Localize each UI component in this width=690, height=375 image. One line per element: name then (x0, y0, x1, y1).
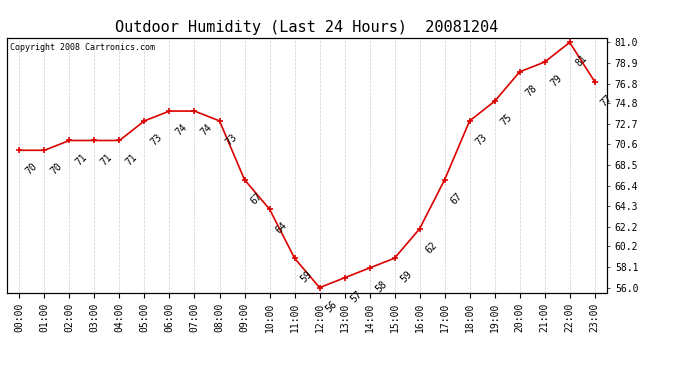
Text: 59: 59 (399, 269, 414, 285)
Text: 56: 56 (324, 299, 339, 314)
Text: 71: 71 (74, 152, 89, 167)
Text: 58: 58 (374, 279, 389, 294)
Text: 67: 67 (248, 191, 264, 206)
Text: 62: 62 (424, 240, 439, 255)
Text: 73: 73 (148, 132, 164, 147)
Text: 67: 67 (448, 191, 464, 206)
Text: 70: 70 (48, 161, 64, 177)
Text: 64: 64 (274, 220, 289, 236)
Title: Outdoor Humidity (Last 24 Hours)  20081204: Outdoor Humidity (Last 24 Hours) 2008120… (115, 20, 499, 35)
Text: 78: 78 (524, 83, 539, 98)
Text: 75: 75 (499, 112, 514, 128)
Text: 77: 77 (599, 93, 614, 108)
Text: 79: 79 (549, 73, 564, 88)
Text: Copyright 2008 Cartronics.com: Copyright 2008 Cartronics.com (10, 43, 155, 52)
Text: 73: 73 (474, 132, 489, 147)
Text: 74: 74 (199, 122, 214, 138)
Text: 57: 57 (348, 289, 364, 304)
Text: 81: 81 (574, 54, 589, 69)
Text: 71: 71 (99, 152, 114, 167)
Text: 73: 73 (224, 132, 239, 147)
Text: 59: 59 (299, 269, 314, 285)
Text: 70: 70 (23, 161, 39, 177)
Text: 74: 74 (174, 122, 189, 138)
Text: 71: 71 (124, 152, 139, 167)
